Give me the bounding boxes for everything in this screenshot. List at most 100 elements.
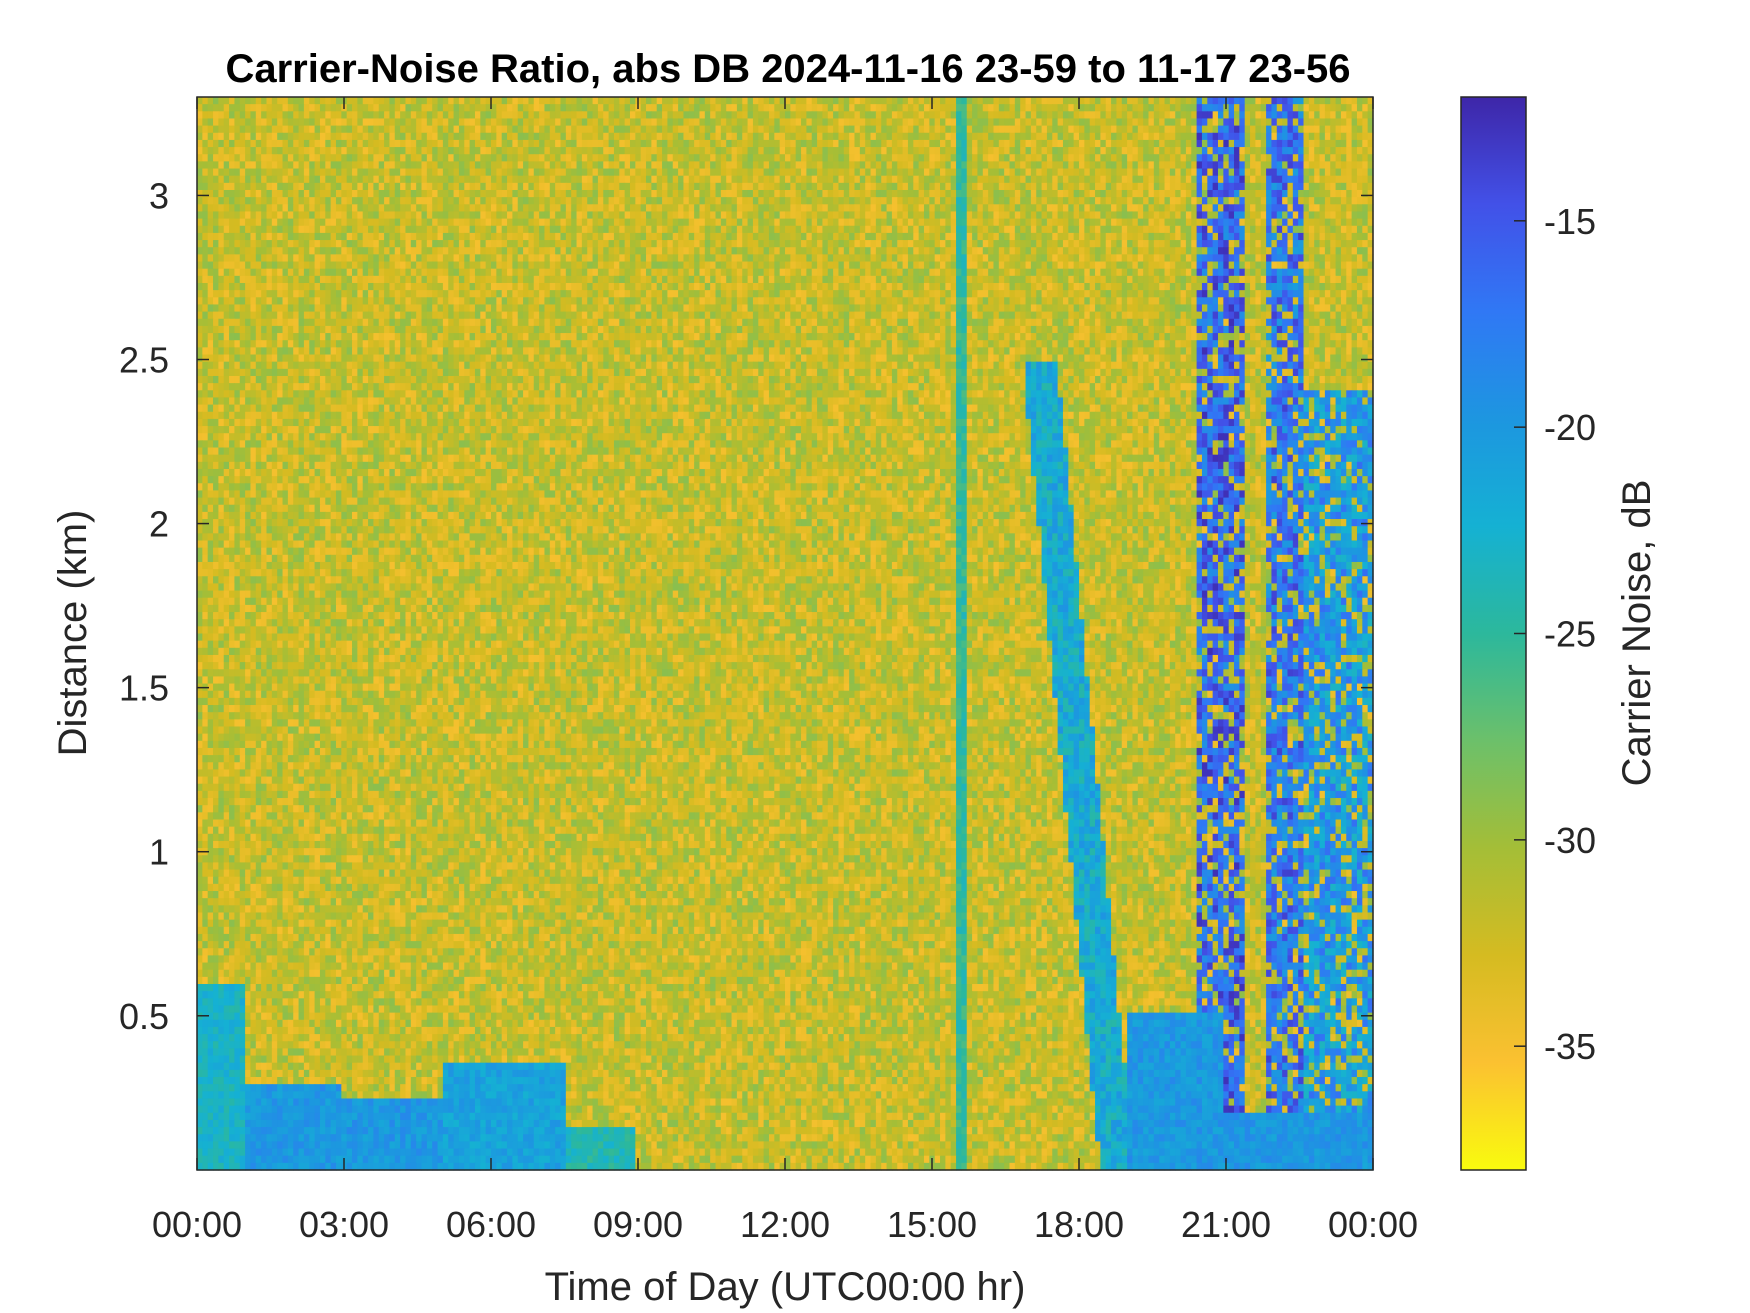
heatmap-cell bbox=[416, 240, 422, 248]
heatmap-cell bbox=[534, 111, 540, 119]
heatmap-cell bbox=[678, 169, 684, 177]
heatmap-cell bbox=[860, 240, 866, 248]
heatmap-cell bbox=[331, 190, 337, 198]
heatmap-cell bbox=[384, 226, 390, 234]
heatmap-cell bbox=[940, 183, 946, 191]
heatmap-cell bbox=[1042, 126, 1048, 134]
heatmap-cell bbox=[266, 147, 272, 155]
heatmap-cell bbox=[641, 97, 647, 105]
heatmap-cell bbox=[683, 226, 689, 234]
heatmap-cell bbox=[1218, 247, 1224, 255]
heatmap-cell bbox=[732, 247, 738, 255]
heatmap-cell bbox=[1282, 140, 1288, 148]
heatmap-cell bbox=[1197, 111, 1203, 119]
heatmap-cell bbox=[919, 154, 925, 162]
heatmap-cell bbox=[892, 176, 898, 184]
heatmap-cell bbox=[871, 219, 877, 227]
heatmap-cell bbox=[266, 197, 272, 205]
heatmap-cell bbox=[272, 204, 278, 212]
heatmap-cell bbox=[630, 169, 636, 177]
heatmap-cell bbox=[881, 219, 887, 227]
heatmap-cell bbox=[577, 254, 583, 262]
heatmap-cell bbox=[710, 176, 716, 184]
heatmap-cell bbox=[405, 211, 411, 219]
heatmap-cell bbox=[299, 147, 305, 155]
heatmap-cell bbox=[903, 219, 909, 227]
heatmap-cell bbox=[304, 97, 310, 105]
heatmap-cell bbox=[908, 161, 914, 169]
heatmap-cell bbox=[379, 226, 385, 234]
heatmap-cell bbox=[1047, 226, 1053, 234]
heatmap-cell bbox=[967, 104, 973, 112]
heatmap-cell bbox=[1298, 147, 1304, 155]
heatmap-cell bbox=[876, 111, 882, 119]
heatmap-cell bbox=[1191, 169, 1197, 177]
heatmap-cell bbox=[1346, 140, 1352, 148]
heatmap-cell bbox=[507, 118, 513, 126]
heatmap-cell bbox=[486, 211, 492, 219]
heatmap-cell bbox=[523, 118, 529, 126]
heatmap-cell bbox=[897, 154, 903, 162]
heatmap-cell bbox=[1100, 97, 1106, 105]
heatmap-cell bbox=[1330, 111, 1336, 119]
heatmap-cell bbox=[454, 97, 460, 105]
heatmap-cell bbox=[1271, 133, 1277, 141]
heatmap-cell bbox=[812, 111, 818, 119]
heatmap-cell bbox=[646, 254, 652, 262]
heatmap-cell bbox=[373, 226, 379, 234]
heatmap-cell bbox=[422, 226, 428, 234]
heatmap-cell bbox=[860, 169, 866, 177]
heatmap-cell bbox=[566, 104, 572, 112]
heatmap-cell bbox=[1352, 219, 1358, 227]
heatmap-cell bbox=[357, 247, 363, 255]
heatmap-cell bbox=[1015, 190, 1021, 198]
heatmap-cell bbox=[491, 169, 497, 177]
heatmap-cell bbox=[710, 247, 716, 255]
heatmap-cell bbox=[1036, 211, 1042, 219]
heatmap-cell bbox=[988, 197, 994, 205]
heatmap-cell bbox=[694, 111, 700, 119]
heatmap-cell bbox=[833, 183, 839, 191]
heatmap-cell bbox=[464, 169, 470, 177]
heatmap-cell bbox=[213, 133, 219, 141]
heatmap-cell bbox=[625, 140, 631, 148]
heatmap-cell bbox=[1304, 97, 1310, 105]
heatmap-cell bbox=[769, 247, 775, 255]
heatmap-cell bbox=[416, 219, 422, 227]
heatmap-cell bbox=[641, 226, 647, 234]
heatmap-cell bbox=[1020, 161, 1026, 169]
heatmap-cell bbox=[1026, 154, 1032, 162]
heatmap-cell bbox=[587, 126, 593, 134]
heatmap-cell bbox=[1132, 204, 1138, 212]
heatmap-cell bbox=[1026, 140, 1032, 148]
heatmap-cell bbox=[689, 183, 695, 191]
heatmap-cell bbox=[887, 161, 893, 169]
heatmap-cell bbox=[956, 118, 962, 126]
heatmap-cell bbox=[887, 176, 893, 184]
heatmap-cell bbox=[903, 247, 909, 255]
heatmap-cell bbox=[486, 169, 492, 177]
heatmap-cell bbox=[785, 240, 791, 248]
heatmap-cell bbox=[903, 169, 909, 177]
heatmap-cell bbox=[614, 204, 620, 212]
heatmap-cell bbox=[283, 211, 289, 219]
heatmap-cell bbox=[389, 176, 395, 184]
heatmap-cell bbox=[475, 211, 481, 219]
heatmap-cell bbox=[304, 118, 310, 126]
heatmap-cell bbox=[651, 183, 657, 191]
heatmap-cell bbox=[202, 204, 208, 212]
heatmap-cell bbox=[1165, 233, 1171, 241]
heatmap-cell bbox=[694, 126, 700, 134]
heatmap-cell bbox=[539, 247, 545, 255]
heatmap-cell bbox=[678, 219, 684, 227]
heatmap-cell bbox=[1282, 204, 1288, 212]
heatmap-cell bbox=[486, 183, 492, 191]
heatmap-cell bbox=[1015, 126, 1021, 134]
heatmap-cell bbox=[1058, 176, 1064, 184]
heatmap-cell bbox=[1068, 226, 1074, 234]
heatmap-cell bbox=[272, 190, 278, 198]
heatmap-cell bbox=[977, 118, 983, 126]
heatmap-cell bbox=[299, 111, 305, 119]
heatmap-cell bbox=[903, 104, 909, 112]
heatmap-cell bbox=[555, 254, 561, 262]
